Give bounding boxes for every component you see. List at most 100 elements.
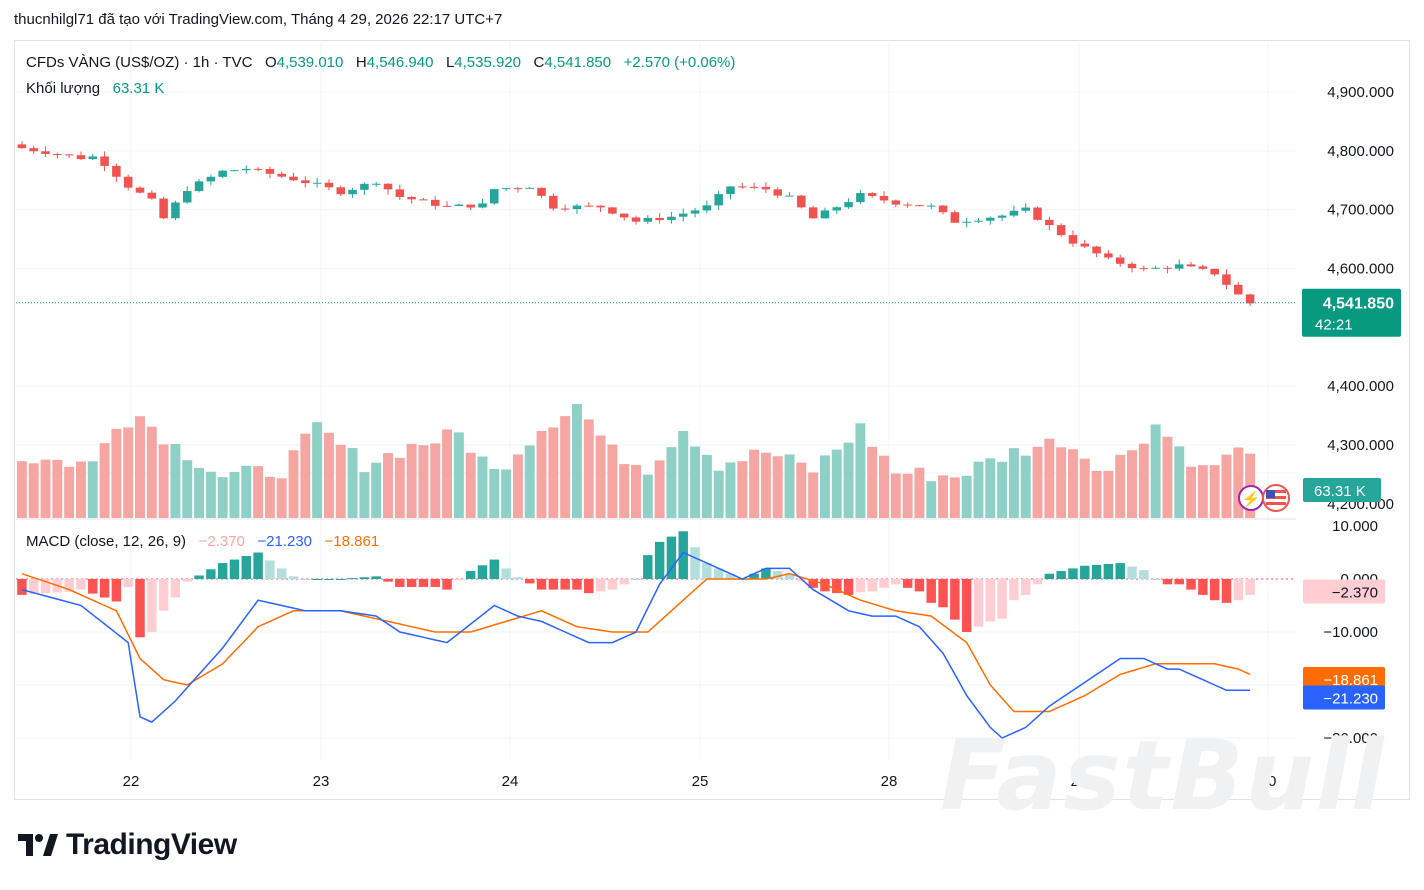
high-value: 4,546.940	[366, 54, 434, 71]
macd-histogram-bar	[536, 579, 547, 590]
volume-bar	[796, 462, 807, 518]
candle-body	[442, 205, 452, 207]
macd-histogram-bar	[276, 568, 287, 579]
macd-histogram-bar	[713, 568, 724, 579]
volume-bar	[323, 432, 334, 518]
macd-histogram-bar	[465, 571, 476, 579]
candle-body	[856, 193, 865, 203]
volume-bar	[182, 460, 193, 518]
volume-bar	[642, 474, 653, 518]
time-axis-tick: 28	[881, 773, 898, 790]
volume-bar	[158, 444, 169, 518]
macd-histogram-bar	[288, 576, 299, 579]
candle-body	[1151, 267, 1160, 269]
volume-bar	[784, 454, 795, 518]
volume-bar	[1209, 465, 1220, 518]
candle-body	[466, 204, 475, 208]
flag-stripe	[1266, 496, 1286, 499]
macd-legend: MACD (close, 12, 26, 9) −2.370 −21.230 −…	[26, 533, 379, 550]
macd-histogram-bar	[312, 579, 322, 580]
macd-histogram-bar	[1056, 571, 1066, 579]
macd-histogram-bar	[867, 579, 877, 592]
candle-body	[938, 205, 948, 213]
macd-histogram-bar	[28, 579, 39, 595]
volume-legend: Khối lượng 63.31 K	[26, 80, 164, 97]
volume-bar	[879, 455, 889, 518]
candle-body	[773, 189, 782, 196]
candle-body	[1104, 253, 1113, 258]
candle-body	[820, 210, 830, 219]
candle-body	[478, 203, 487, 208]
symbol-label[interactable]: CFDs VÀNG (US$/OZ) · 1h · TVC	[26, 54, 253, 71]
macd-histogram-bar	[902, 579, 913, 588]
candle-body	[844, 202, 853, 208]
price-candles	[16, 141, 1296, 306]
tradingview-logo-text: TradingView	[66, 828, 237, 861]
candle-body	[785, 195, 794, 197]
candle-body	[997, 215, 1007, 218]
candle-body	[655, 217, 664, 221]
volume-bar	[335, 444, 346, 518]
low-label: L	[445, 54, 455, 71]
time-axis-tick: 30	[1260, 773, 1277, 790]
low-value: 4,535.920	[454, 54, 522, 71]
candle-body	[867, 193, 877, 196]
macd-histogram-bar	[654, 541, 665, 579]
macd-axis-tick: 10.000	[1332, 518, 1378, 535]
macd-histogram-bar	[194, 575, 204, 579]
volume-label[interactable]: Khối lượng	[26, 80, 101, 97]
macd-histogram-bar	[1139, 570, 1149, 579]
macd-histogram-bar	[1186, 579, 1196, 590]
flag-canton	[1266, 490, 1275, 498]
volume-bar	[123, 427, 134, 518]
macd-histogram-bar	[584, 579, 594, 594]
macd-histogram-bar	[961, 579, 972, 632]
candle-body	[1080, 243, 1090, 247]
volume-bar	[654, 460, 665, 518]
macd-histogram-bar	[832, 579, 842, 594]
volume-bar	[194, 467, 205, 518]
macd-histogram-bar	[595, 579, 606, 592]
volume-bar	[465, 452, 476, 518]
macd-histogram-bar	[772, 571, 783, 579]
macd-histogram-bar	[383, 579, 393, 582]
candle-body	[1068, 235, 1078, 244]
flag-stripe	[1266, 490, 1286, 493]
macd-histogram-bar	[1080, 565, 1090, 579]
macd-histogram-bar	[135, 579, 145, 638]
candle-body	[206, 176, 216, 182]
volume-bar	[571, 404, 582, 518]
macd-histogram-bar	[1115, 563, 1125, 579]
volume-bar	[241, 465, 252, 518]
macd-histogram-bar	[1091, 564, 1102, 579]
change-value: +2.570 (+0.06%)	[623, 54, 736, 71]
volume-bar	[371, 462, 382, 518]
volume-bar	[1197, 465, 1208, 518]
macd-histogram-bar	[749, 573, 759, 579]
volume-bar	[1115, 454, 1126, 518]
candle-body	[549, 195, 558, 209]
macd-histogram-bar	[843, 579, 854, 595]
price-axis-tick: 4,600.000	[1327, 261, 1394, 278]
open-value: 4,539.010	[276, 54, 344, 71]
macd-label[interactable]: MACD (close, 12, 26, 9)	[26, 533, 187, 550]
macd-histogram-bar	[997, 579, 1007, 619]
macd-line-tag-box	[1303, 685, 1385, 710]
macd-signal-value: −18.861	[324, 533, 380, 550]
volume-bar	[701, 454, 712, 518]
volume-bar	[772, 456, 783, 518]
candle-body	[702, 205, 712, 211]
volume-bar	[949, 477, 960, 518]
tradingview-logo[interactable]: TradingView	[18, 828, 237, 862]
macd-histogram-bar	[607, 579, 618, 590]
candle-body	[1245, 294, 1255, 304]
candle-body	[1222, 274, 1231, 285]
macd-histogram-bar	[241, 556, 252, 579]
volume-bar	[477, 456, 488, 518]
volume-bar	[890, 473, 901, 518]
volume-bar	[973, 461, 984, 518]
candle-body	[1198, 266, 1208, 269]
volume-bar	[961, 475, 972, 518]
price-axis-tick: 4,900.000	[1327, 84, 1394, 101]
